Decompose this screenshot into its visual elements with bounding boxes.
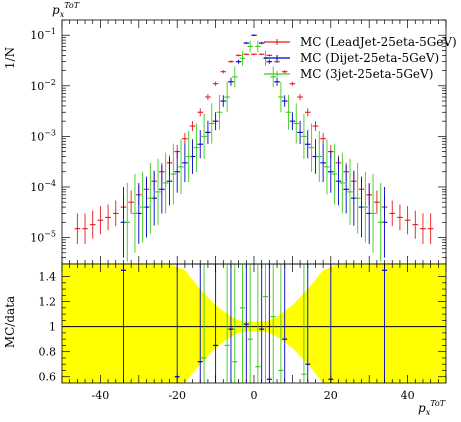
legend: MC (LeadJet-25eta-5GeV) MC (Dijet-25eta-5…	[264, 35, 457, 81]
x-tick-label: 40	[401, 389, 415, 402]
legend-entry: MC (Dijet-25eta-5GeV)	[300, 51, 439, 65]
ratio-y-tick-label: 0.8	[39, 346, 57, 359]
y-tick-label: 10−2	[30, 78, 56, 93]
x-tick-label: -40	[92, 389, 110, 402]
ratio-y-tick-label: 1.4	[39, 271, 57, 284]
y-tick-label: 10−3	[30, 128, 56, 143]
series-0	[74, 53, 434, 244]
ratio-series-0	[120, 264, 388, 383]
x-tick-label: -20	[168, 389, 186, 402]
ratio-y-axis-label: MC/data	[3, 296, 17, 348]
ratio-x-axis-label: pxToT	[418, 399, 446, 417]
main-title: pxToT	[52, 1, 80, 19]
main-y-axis-label: 1/N	[3, 47, 17, 69]
legend-entry: MC (3jet-25eta-5GeV)	[300, 67, 433, 81]
ratio-y-tick-label: 1	[49, 321, 56, 334]
x-tick-label: 20	[324, 389, 338, 402]
ratio-uncertainty-band	[62, 264, 446, 383]
x-tick-label: 0	[251, 389, 258, 402]
series-1	[120, 34, 388, 258]
ratio-series-1	[201, 264, 307, 383]
y-tick-label: 10−5	[30, 230, 56, 245]
main-panel: 10−1 10−2 10−3 10−4 10−5 pxToT 1/N MC (LeadJ…	[3, 1, 457, 265]
ratio-y-tick-label: 1.2	[39, 296, 57, 309]
y-tick-label: 10−1	[30, 27, 56, 42]
y-tick-label: 10−4	[30, 179, 56, 194]
legend-entry: MC (LeadJet-25eta-5GeV)	[300, 35, 457, 49]
ratio-y-tick-label: 0.6	[39, 371, 57, 384]
ratio-panel: 0.6 0.8 1 1.2 1.4 -40 -20 0 20 40 MC/data pxToT	[3, 263, 447, 417]
